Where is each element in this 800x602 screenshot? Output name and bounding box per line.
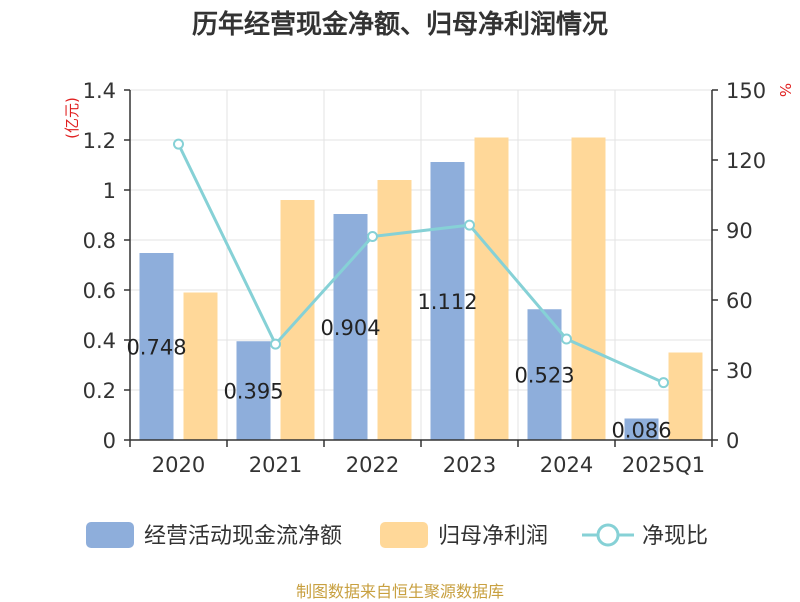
ratio-line-path xyxy=(177,143,665,384)
left-axis-unit: (亿元) xyxy=(63,97,81,139)
net-profit-bar[interactable] xyxy=(377,180,412,440)
axes: 0 0.2 0.4 0.6 0.8 1 1.2 1.4 0 30 60 90 120 150 2020 202… xyxy=(63,79,794,477)
left-axis-tick-label: 1 xyxy=(103,179,116,203)
x-axis-tick-label: 2021 xyxy=(249,453,302,477)
source-note: 制图数据来自恒生聚源数据库 xyxy=(295,582,504,601)
cash-flow-value-label: 0.904 xyxy=(320,316,380,340)
x-axis-tick-label: 2024 xyxy=(540,453,593,477)
legend-swatch-cash-flow[interactable] xyxy=(86,522,134,548)
bars xyxy=(139,137,703,441)
left-axis-tick-label: 1.4 xyxy=(83,79,116,103)
left-axis-tick-label: 0.4 xyxy=(83,329,116,353)
ratio-point[interactable] xyxy=(270,338,281,350)
right-axis-tick-label: 150 xyxy=(726,79,766,103)
cash-flow-value-label: 0.086 xyxy=(611,418,671,442)
cash-flow-value-label: 1.112 xyxy=(417,290,477,314)
net-profit-bar[interactable] xyxy=(571,137,606,441)
x-axis-tick-label: 2022 xyxy=(346,453,399,477)
cash-flow-value-label: 0.523 xyxy=(514,364,574,388)
left-axis-tick-label: 0.8 xyxy=(83,229,116,253)
ratio-point[interactable] xyxy=(367,231,378,243)
right-axis-unit: % xyxy=(776,83,794,97)
cash-flow-bar[interactable] xyxy=(333,214,368,440)
cash-flow-value-label: 0.395 xyxy=(223,380,283,404)
cash-flow-bar[interactable] xyxy=(527,309,562,440)
net-profit-bar[interactable] xyxy=(183,292,218,441)
chart-title: 历年经营现金净额、归母净利润情况 xyxy=(191,10,608,40)
right-axis-tick-label: 30 xyxy=(726,359,753,383)
x-axis-tick-label: 2023 xyxy=(443,453,496,477)
cash-flow-bar[interactable] xyxy=(236,341,271,440)
right-axis-tick-label: 60 xyxy=(726,289,753,313)
x-axis-tick-label: 2020 xyxy=(152,453,205,477)
cash-flow-bar[interactable] xyxy=(139,253,174,440)
grid-lines xyxy=(130,89,712,440)
net-profit-bar[interactable] xyxy=(474,137,509,441)
legend-label-ratio[interactable]: 净现比 xyxy=(642,524,708,549)
legend-label-net-profit[interactable]: 归母净利润 xyxy=(438,524,548,549)
legend-label-cash-flow[interactable]: 经营活动现金流净额 xyxy=(144,524,342,549)
data-labels: 0.748 0.395 0.904 1.112 0.523 0.086 xyxy=(126,290,671,442)
legend[interactable]: 经营活动现金流净额 归母净利润 净现比 xyxy=(86,522,708,549)
left-axis-tick-label: 0.2 xyxy=(83,379,116,403)
right-axis-tick-label: 90 xyxy=(726,219,753,243)
cash-flow-value-label: 0.748 xyxy=(126,336,186,360)
ratio-point[interactable] xyxy=(173,138,184,150)
ratio-point[interactable] xyxy=(464,219,475,231)
left-axis-tick-label: 1.2 xyxy=(83,129,116,153)
ratio-line xyxy=(173,138,669,389)
right-axis-tick-label: 120 xyxy=(726,149,766,173)
net-profit-bar[interactable] xyxy=(668,352,703,441)
legend-swatch-ratio-marker[interactable] xyxy=(596,523,620,547)
right-axis-tick-label: 0 xyxy=(726,429,739,453)
left-axis-tick-label: 0.6 xyxy=(83,279,116,303)
left-axis-tick-label: 0 xyxy=(103,429,116,453)
ratio-point[interactable] xyxy=(658,377,669,389)
legend-swatch-net-profit[interactable] xyxy=(380,522,428,548)
cash-flow-bar[interactable] xyxy=(430,162,465,440)
ratio-point[interactable] xyxy=(561,333,572,345)
cash-flow-bar[interactable] xyxy=(624,418,659,441)
x-axis-tick-label: 2025Q1 xyxy=(622,453,705,477)
